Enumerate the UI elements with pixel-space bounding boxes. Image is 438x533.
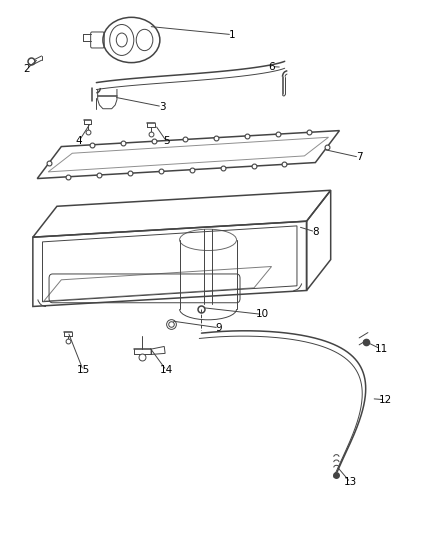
Text: 8: 8: [312, 227, 319, 237]
Text: 2: 2: [23, 64, 30, 74]
Text: 4: 4: [75, 136, 82, 146]
Text: 15: 15: [77, 366, 90, 375]
Text: 12: 12: [379, 395, 392, 405]
Text: 7: 7: [356, 152, 363, 162]
Text: 14: 14: [160, 366, 173, 375]
Text: 9: 9: [215, 323, 223, 333]
Text: 10: 10: [256, 310, 269, 319]
Text: 1: 1: [229, 30, 236, 39]
Text: 5: 5: [163, 136, 170, 146]
Text: 13: 13: [344, 478, 357, 487]
Text: 6: 6: [268, 62, 275, 71]
Text: 11: 11: [374, 344, 388, 354]
Text: 3: 3: [159, 102, 166, 111]
